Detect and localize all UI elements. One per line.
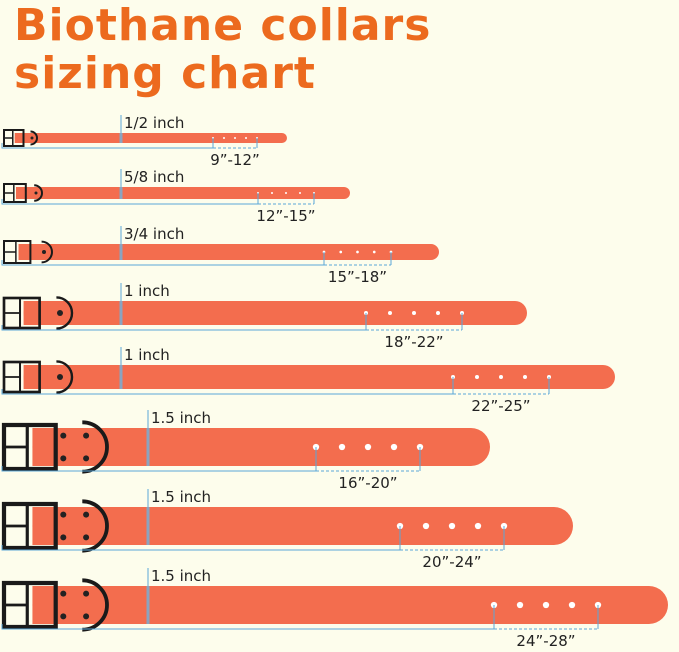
collar-2: 5/8 inch 12”-15” <box>1 168 351 225</box>
d-ring-icon <box>41 240 53 264</box>
collar-1: 1/2 inch 9”-12” <box>1 114 287 169</box>
strap <box>15 187 351 199</box>
size-label: 16”-20” <box>338 474 397 492</box>
width-label: 5/8 inch <box>124 168 184 186</box>
strap <box>18 244 440 260</box>
width-label: 3/4 inch <box>124 225 184 243</box>
length-measure <box>1 193 259 205</box>
rivet-icon <box>34 191 38 195</box>
hole <box>516 601 524 609</box>
strap <box>23 301 528 325</box>
hole <box>372 250 376 254</box>
width-label: 1.5 inch <box>151 409 211 427</box>
hole <box>436 311 440 315</box>
hole <box>523 375 527 379</box>
hole <box>339 250 343 254</box>
rivet-icon <box>57 374 63 380</box>
collar-4: 1 inch 18”-22” <box>1 282 528 351</box>
rivet-icon <box>83 455 90 462</box>
collar-5: 1 inch 22”-25” <box>1 346 615 415</box>
collar-7: 1.5 inch 20”-24” <box>1 488 574 571</box>
collar-3: 3/4 inch 15”-18” <box>1 225 440 286</box>
strap-end <box>14 133 25 143</box>
rivet-icon <box>83 511 90 518</box>
rivet-icon <box>57 310 63 316</box>
hole <box>422 522 430 530</box>
rivet-icon <box>60 590 67 597</box>
hole <box>223 137 225 139</box>
size-label: 18”-22” <box>384 333 443 351</box>
width-label: 1 inch <box>124 346 170 364</box>
hole <box>356 250 359 254</box>
rivet-icon <box>30 136 34 140</box>
d-ring-icon <box>82 420 109 474</box>
d-ring-icon <box>82 499 109 553</box>
hole <box>448 522 456 530</box>
rivet-icon <box>60 511 67 518</box>
d-ring-icon <box>30 130 38 146</box>
d-ring-icon <box>56 296 74 330</box>
length-measure <box>1 605 495 630</box>
length-measure <box>1 252 325 266</box>
hole <box>234 137 236 139</box>
collar-6: 1.5 inch 16”-20” <box>1 409 491 492</box>
hole <box>542 601 550 609</box>
hole <box>474 522 482 530</box>
size-label: 22”-25” <box>471 397 530 415</box>
rivet-icon <box>60 534 67 541</box>
title-line-2: sizing chart <box>14 48 316 99</box>
hole <box>568 601 576 609</box>
collar-8: 1.5 inch 24”-28” <box>1 567 669 650</box>
strap <box>32 586 669 624</box>
hole <box>245 137 247 139</box>
rivet-icon <box>83 590 90 597</box>
hole <box>285 192 287 194</box>
d-ring-icon <box>56 360 74 394</box>
width-label: 1.5 inch <box>151 567 211 585</box>
strap-end <box>23 365 48 389</box>
rivet-icon <box>60 455 67 462</box>
rivet-icon <box>83 534 90 541</box>
d-ring-icon <box>82 578 109 632</box>
hole <box>338 443 346 451</box>
title-line-1: Biothane collars <box>14 0 432 51</box>
rivet-icon <box>83 432 90 439</box>
hole <box>388 311 392 315</box>
strap <box>14 133 287 143</box>
width-label: 1 inch <box>124 282 170 300</box>
hole <box>364 443 372 451</box>
hole <box>499 375 503 379</box>
hole <box>271 192 273 194</box>
size-label: 20”-24” <box>422 553 481 571</box>
size-label: 15”-18” <box>328 268 387 286</box>
length-measure <box>1 377 454 395</box>
rivet-icon <box>83 613 90 620</box>
width-label: 1.5 inch <box>151 488 211 506</box>
strap <box>32 507 574 545</box>
length-measure <box>1 313 367 331</box>
d-ring-icon <box>34 184 43 202</box>
rivet-icon <box>60 613 67 620</box>
size-label: 12”-15” <box>256 207 315 225</box>
strap-end <box>18 244 35 260</box>
hole <box>299 192 301 194</box>
length-measure <box>1 138 214 149</box>
hole <box>412 311 416 315</box>
rivet-icon <box>60 432 67 439</box>
length-measure <box>1 447 317 472</box>
strap <box>23 365 615 389</box>
strap-end <box>23 301 48 325</box>
hole <box>475 375 479 379</box>
hole <box>390 443 398 451</box>
width-label: 1/2 inch <box>124 114 184 132</box>
size-label: 9”-12” <box>210 151 260 169</box>
length-measure <box>1 526 401 551</box>
size-label: 24”-28” <box>516 632 575 650</box>
rivet-icon <box>42 250 46 254</box>
